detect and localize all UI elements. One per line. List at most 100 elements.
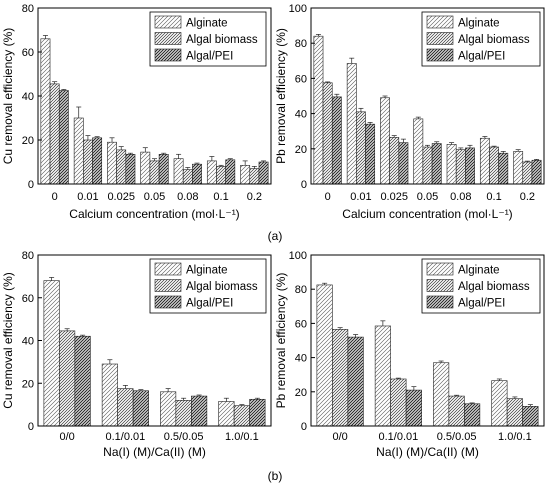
legend-label: Algal/PEI: [186, 298, 233, 310]
bar: [92, 137, 103, 185]
y-tick-label: 60: [22, 47, 34, 59]
legend-swatch: [426, 32, 454, 45]
y-tick-label: 0: [28, 179, 34, 191]
y-tick-label: 100: [289, 3, 307, 15]
x-tick-label: 0: [52, 191, 58, 203]
legend-swatch: [154, 32, 182, 45]
bar: [491, 380, 508, 427]
bar: [125, 154, 136, 185]
x-tick-label: 0/0: [332, 431, 347, 443]
y-tick-label: 20: [22, 135, 34, 147]
bar: [40, 38, 51, 185]
chart-cu-sodium-calcium: 0 20 40 60 80 0/0 0.1/0.01 0.5/0.05 1.0/0.1 Na(I)…: [1, 250, 272, 459]
x-axis-title: Na(I) (M)/Ca(II) (M): [376, 445, 479, 459]
bar: [455, 149, 466, 185]
bar: [465, 147, 475, 185]
legend-swatch: [426, 48, 454, 62]
y-tick-label: 80: [295, 284, 307, 296]
y-tick-label: 0: [301, 421, 307, 433]
bar: [356, 111, 366, 185]
legend: Alginate Algal biomass Algal/PEI: [149, 258, 267, 314]
x-tick-label: 0.1: [213, 191, 228, 203]
x-tick-label: 0.1: [486, 191, 501, 203]
y-tick-label: 40: [295, 353, 307, 365]
bar: [49, 83, 60, 185]
x-tick-label: 0.01: [350, 191, 371, 203]
y-axis-title: Cu removal efficiency (%): [1, 28, 15, 165]
x-tick-label: 0.05: [417, 191, 438, 203]
bar: [160, 391, 177, 427]
bar: [58, 90, 69, 185]
y-tick-label: 40: [22, 91, 34, 103]
x-tick-label: 0: [325, 191, 331, 203]
x-axis-title: Calcium concentration (mol·L⁻¹): [69, 207, 239, 221]
legend: Alginate Algal biomass Algal/PEI: [421, 11, 541, 67]
bar: [322, 82, 333, 185]
y-tick-label: 60: [295, 73, 307, 85]
bar: [347, 336, 364, 427]
x-tick-label: 0.05: [144, 191, 165, 203]
legend-swatch: [426, 295, 454, 309]
bar: [192, 163, 202, 185]
y-tick-label: 100: [289, 250, 307, 262]
legend-swatch: [154, 48, 182, 62]
legend-label: Algal biomass: [458, 34, 530, 46]
bar: [74, 335, 91, 427]
legend-label: Algal/PEI: [186, 51, 233, 63]
bar: [513, 151, 524, 185]
y-tick-label: 0: [28, 421, 34, 433]
legend-swatch: [154, 262, 182, 276]
bar: [149, 160, 160, 185]
y-tick-label: 80: [22, 3, 34, 15]
x-tick-label: 0.5/0.05: [437, 431, 477, 443]
bar: [117, 388, 134, 427]
y-tick-label: 60: [22, 293, 34, 305]
row-label-a: (a): [268, 229, 283, 243]
bar: [101, 363, 118, 427]
x-tick-label: 0.08: [450, 191, 471, 203]
bar: [389, 137, 400, 185]
x-tick-label: 0.025: [380, 191, 408, 203]
bar: [531, 159, 542, 185]
bar: [107, 141, 117, 185]
bar: [316, 284, 333, 427]
legend-swatch: [154, 295, 182, 309]
bar: [175, 400, 192, 427]
x-tick-label: 0.1/0.01: [105, 431, 145, 443]
y-tick-label: 80: [22, 250, 34, 262]
bar: [446, 144, 457, 185]
legend: Alginate Algal biomass Algal/PEI: [421, 258, 541, 314]
bar: [173, 158, 184, 185]
x-tick-label: 0/0: [59, 431, 74, 443]
row-label-b: (b): [268, 469, 283, 483]
bar: [413, 118, 424, 185]
bar: [116, 149, 127, 185]
y-tick-label: 40: [22, 336, 34, 348]
legend-swatch: [426, 15, 454, 29]
x-axis-title: Na(I) (M)/Ca(II) (M): [103, 445, 206, 459]
x-tick-label: 1.0/0.1: [498, 431, 532, 443]
bar: [448, 395, 465, 427]
bar: [506, 398, 523, 427]
y-tick-label: 40: [295, 109, 307, 121]
legend: Alginate Algal biomass Algal/PEI: [149, 11, 267, 67]
bar: [233, 405, 250, 427]
y-tick-label: 20: [295, 387, 307, 399]
y-tick-label: 20: [295, 144, 307, 156]
bar: [249, 168, 260, 185]
bar: [479, 137, 490, 185]
bar: [331, 96, 342, 185]
bar: [218, 401, 235, 427]
bar: [216, 166, 226, 185]
bar: [83, 139, 93, 185]
bar: [365, 123, 376, 185]
x-tick-label: 1.0/0.1: [225, 431, 259, 443]
x-axis-title: Calcium concentration (mol·L⁻¹): [342, 207, 512, 221]
bar: [433, 362, 450, 427]
legend-label: Alginate: [186, 18, 228, 30]
bar: [240, 165, 251, 185]
legend-swatch: [426, 279, 454, 292]
bar: [422, 146, 433, 185]
bar: [191, 395, 208, 427]
